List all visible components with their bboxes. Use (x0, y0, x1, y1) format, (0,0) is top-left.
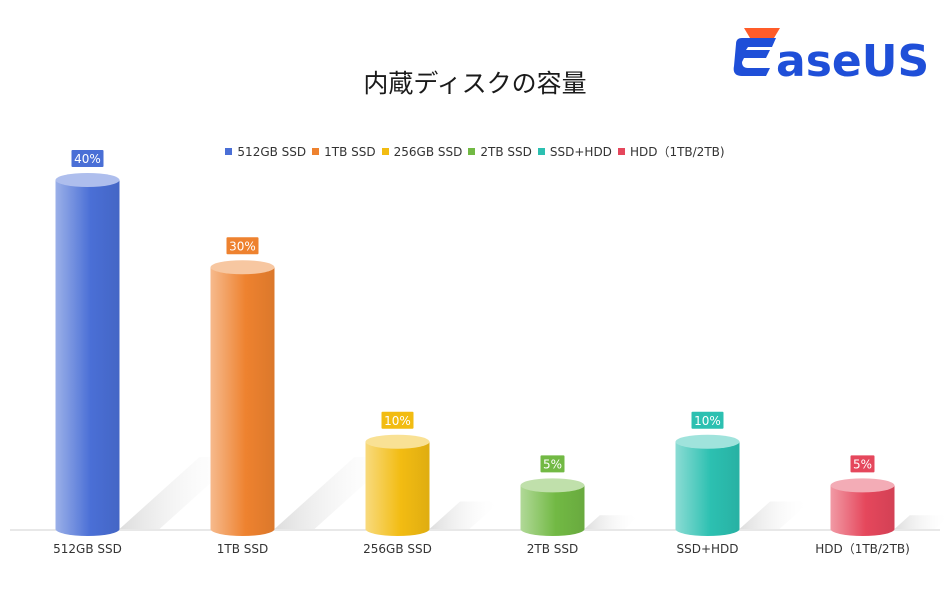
bar (675, 441, 740, 537)
legend-label: 256GB SSD (393, 145, 463, 159)
x-tick-label: 2TB SSD (527, 542, 579, 556)
legend-label: 2TB SSD (480, 145, 532, 159)
bar (55, 180, 120, 537)
x-tick-label: 512GB SSD (53, 542, 122, 556)
legend-label: SSD+HDD (549, 145, 612, 159)
data-label: 30% (229, 239, 256, 253)
data-label-bg (691, 411, 724, 429)
bar (210, 267, 275, 537)
legend-item[interactable]: 2TB SSD (468, 145, 532, 159)
legend-swatch (537, 148, 545, 155)
bar (520, 485, 585, 537)
bar-shadow (274, 457, 395, 529)
svg-text:aseUS: aseUS (776, 36, 929, 82)
bar-shadow (894, 515, 950, 529)
bar-shadow (429, 501, 501, 529)
data-label-bg (381, 411, 414, 429)
legend-item[interactable]: 512GB SSD (225, 145, 306, 159)
data-label-bg (226, 237, 259, 255)
bar (365, 441, 430, 537)
legend-swatch (468, 148, 476, 155)
bar-shadow (119, 457, 240, 529)
data-label-bg (540, 455, 565, 473)
chart-title: 内蔵ディスクの容量 (363, 69, 587, 98)
bar-cap (520, 478, 585, 493)
legend-swatch (617, 148, 625, 155)
legend-label: 1TB SSD (324, 145, 376, 159)
bar-cap (675, 434, 740, 449)
legend-item[interactable]: HDD（1TB/2TB) (617, 143, 725, 160)
legend-item[interactable]: 1TB SSD (312, 145, 376, 159)
data-label: 5% (853, 457, 872, 471)
x-tick-label: 256GB SSD (363, 542, 432, 556)
bar-shadow (584, 515, 640, 529)
data-label-bg (850, 455, 875, 473)
x-tick-label: SSD+HDD (676, 542, 738, 556)
legend-item[interactable]: 256GB SSD (381, 145, 463, 159)
legend-swatch (312, 148, 320, 155)
data-label: 10% (694, 414, 721, 428)
bar-cap (210, 260, 275, 275)
data-label-bg (71, 150, 104, 167)
legend-label: 512GB SSD (237, 145, 307, 159)
easeus-logo: aseUS (730, 20, 930, 87)
bar-cap (365, 434, 430, 449)
chart-legend: 512GB SSD 1TB SSD 256GB SSD 2TB SSD SSD+HDD H… (0, 143, 950, 160)
bar-cap (830, 478, 895, 493)
legend-label: HDD（1TB/2TB) (629, 145, 725, 159)
x-tick-label: HDD（1TB/2TB) (815, 542, 910, 556)
bar (830, 485, 895, 537)
bar-cap (55, 173, 120, 187)
legend-swatch (381, 148, 389, 155)
x-tick-label: 1TB SSD (217, 542, 269, 556)
legend-swatch (225, 148, 233, 155)
data-label: 40% (74, 152, 101, 166)
bar-shadow (739, 501, 811, 529)
data-label: 5% (543, 457, 562, 471)
data-label: 10% (384, 414, 411, 428)
legend-item[interactable]: SSD+HDD (537, 145, 612, 159)
